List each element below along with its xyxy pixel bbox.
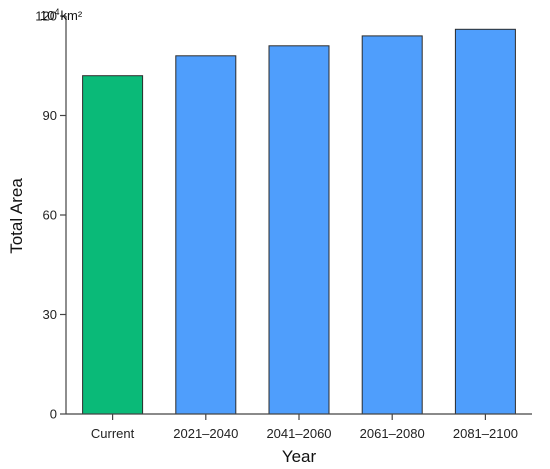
x-tick-label: 2061–2080 <box>360 426 425 441</box>
bar-5 <box>454 28 516 415</box>
x-tick-label: Current <box>91 426 135 441</box>
y-tick-label: 90 <box>43 108 57 123</box>
y-tick-label: 60 <box>43 208 57 223</box>
x-tick-label: 2081–2100 <box>453 426 518 441</box>
unit-exponent: 4 <box>54 7 59 17</box>
x-tick-label: 2041–2060 <box>266 426 331 441</box>
unit-label: 104km² <box>40 7 83 23</box>
x-axis-title: Year <box>282 447 317 466</box>
y-tick-label: 120 <box>35 9 57 24</box>
bar-1 <box>82 75 144 415</box>
bars-group <box>82 28 516 415</box>
bar-3 <box>268 45 330 415</box>
y-axis-title: Total Area <box>7 178 26 254</box>
bar-2 <box>175 55 237 415</box>
unit-base: 10 <box>40 8 54 23</box>
y-axis: 0 30 60 90 120 <box>35 9 67 422</box>
y-tick-label: 0 <box>50 407 57 422</box>
unit-suffix: km² <box>60 8 82 23</box>
x-axis: Current 2021–2040 2041–2060 2061–2080 2081–2… <box>66 413 532 441</box>
y-tick-label: 30 <box>43 307 57 322</box>
bar-4 <box>361 35 423 415</box>
x-tick-label: 2021–2040 <box>173 426 238 441</box>
